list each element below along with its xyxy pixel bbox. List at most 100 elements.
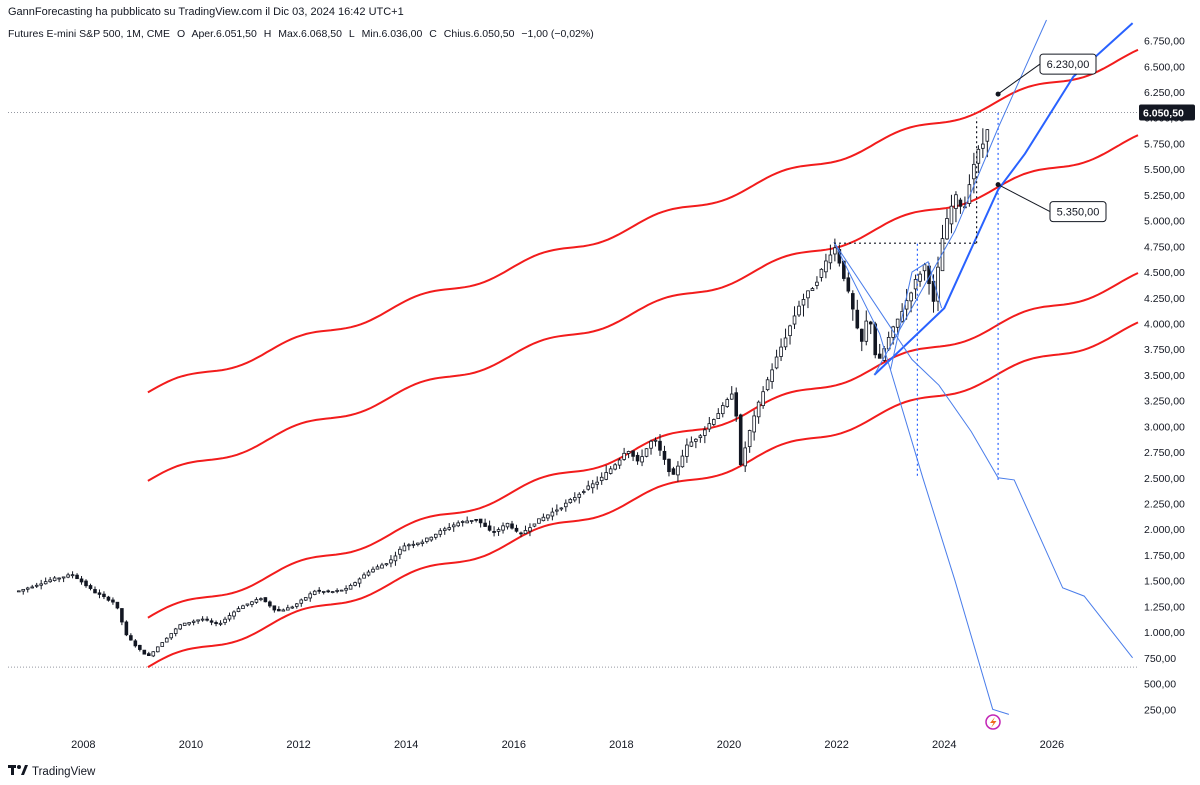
candle-body bbox=[752, 415, 756, 433]
y-tick-label: 2.750,00 bbox=[1144, 447, 1185, 459]
candle-body bbox=[236, 608, 241, 612]
candle-body bbox=[851, 293, 855, 310]
candle-body bbox=[949, 205, 954, 225]
candle bbox=[577, 492, 582, 504]
candle-body bbox=[649, 440, 653, 449]
candle bbox=[254, 597, 259, 604]
candle bbox=[662, 445, 667, 465]
candle bbox=[555, 504, 559, 516]
candle-body bbox=[747, 430, 752, 448]
candle bbox=[330, 591, 335, 594]
candle-body bbox=[891, 326, 895, 338]
candle bbox=[263, 597, 268, 603]
candle-body bbox=[317, 589, 321, 592]
candle-body bbox=[111, 599, 115, 603]
candle bbox=[218, 620, 223, 627]
candle bbox=[729, 386, 734, 400]
candle-body bbox=[770, 369, 774, 382]
candle bbox=[913, 274, 918, 299]
candle-body bbox=[537, 518, 541, 524]
candle-body bbox=[245, 603, 250, 606]
candle-body bbox=[380, 564, 384, 569]
candle-body bbox=[604, 472, 608, 480]
candle bbox=[725, 397, 730, 408]
candle-body bbox=[680, 455, 685, 468]
candle bbox=[196, 619, 200, 624]
candles bbox=[16, 128, 990, 658]
candle-body bbox=[34, 584, 39, 587]
candle-body bbox=[815, 281, 819, 286]
candle bbox=[976, 145, 981, 173]
candle bbox=[617, 457, 622, 469]
candle-body bbox=[864, 320, 869, 342]
candle-body bbox=[196, 619, 200, 622]
candle-body bbox=[913, 279, 918, 290]
candle-body bbox=[52, 577, 57, 581]
candle-body bbox=[164, 637, 169, 643]
candle bbox=[442, 526, 447, 535]
candle-body bbox=[801, 299, 806, 306]
candle bbox=[241, 604, 245, 609]
candle-body bbox=[451, 524, 456, 528]
candle bbox=[420, 539, 425, 547]
candle-body bbox=[833, 247, 837, 255]
y-tick-label: 2.250,00 bbox=[1144, 499, 1185, 511]
candle bbox=[716, 408, 721, 419]
y-tick-label: 1.500,00 bbox=[1144, 576, 1185, 588]
candle bbox=[653, 437, 658, 447]
candle bbox=[214, 620, 218, 627]
candle bbox=[483, 518, 487, 527]
candle bbox=[505, 522, 510, 530]
candle bbox=[918, 271, 922, 287]
candle bbox=[877, 343, 882, 359]
candle bbox=[801, 293, 806, 317]
candle bbox=[120, 608, 124, 626]
candle-body bbox=[528, 527, 532, 532]
candle-body bbox=[689, 441, 694, 447]
candle-body bbox=[761, 391, 765, 406]
candle-body bbox=[855, 309, 860, 329]
candle-body bbox=[362, 574, 366, 579]
candle bbox=[478, 518, 483, 528]
candle-body bbox=[21, 588, 26, 592]
candle-body bbox=[671, 468, 676, 475]
candle bbox=[21, 588, 26, 595]
candle-body bbox=[142, 649, 147, 655]
candle-body bbox=[483, 522, 487, 527]
candle bbox=[465, 516, 469, 524]
candle bbox=[425, 537, 429, 544]
candle bbox=[671, 466, 676, 475]
candle-body bbox=[57, 577, 61, 580]
callout-leader bbox=[997, 184, 1051, 213]
candle bbox=[797, 300, 801, 317]
candle bbox=[703, 426, 707, 444]
candle bbox=[765, 376, 770, 392]
candle-body bbox=[384, 563, 389, 566]
candle bbox=[39, 579, 43, 590]
event-marker-icon[interactable] bbox=[985, 714, 1001, 730]
candle bbox=[492, 526, 496, 537]
candle-body bbox=[877, 353, 882, 359]
candle bbox=[416, 542, 420, 547]
candle-body bbox=[716, 413, 721, 419]
candle bbox=[640, 449, 644, 467]
candle bbox=[738, 413, 743, 467]
footer-brand[interactable]: TradingView bbox=[8, 764, 95, 779]
candle bbox=[308, 591, 313, 602]
y-tick-label: 5.000,00 bbox=[1144, 216, 1185, 228]
y-tick-label: 4.250,00 bbox=[1144, 293, 1185, 305]
y-tick-label: 1.000,00 bbox=[1144, 627, 1185, 639]
candle bbox=[855, 299, 860, 330]
y-tick-label: 6.500,00 bbox=[1144, 61, 1185, 73]
candle bbox=[438, 528, 443, 538]
candle bbox=[595, 476, 600, 490]
candle-body bbox=[662, 450, 667, 460]
candle bbox=[147, 651, 151, 657]
candle bbox=[586, 480, 591, 491]
candle-body bbox=[608, 468, 613, 474]
candle-body bbox=[286, 607, 290, 611]
candle bbox=[487, 520, 492, 532]
candle bbox=[613, 462, 617, 471]
x-tick-label: 2016 bbox=[502, 739, 526, 751]
